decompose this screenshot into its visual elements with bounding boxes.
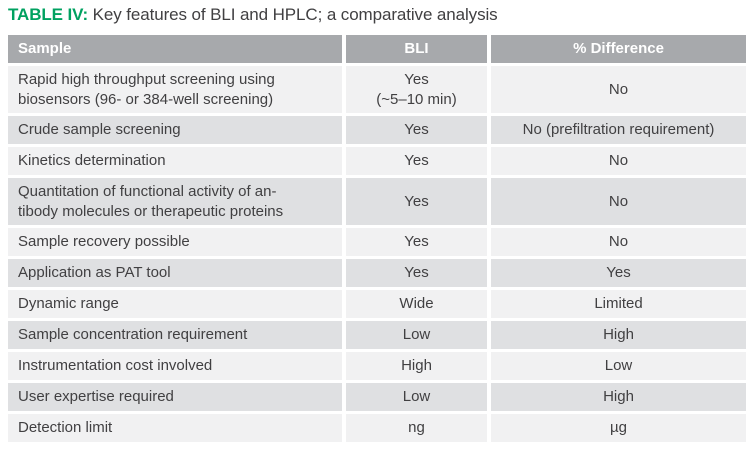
cell-difference-row3: No (491, 147, 746, 175)
cell-difference-row10: High (491, 383, 746, 411)
cell-difference-row1: No (491, 66, 746, 113)
cell-difference-row4: No (491, 178, 746, 225)
cell-difference-row9: Low (491, 352, 746, 380)
cell-bli-row11: ng (346, 414, 487, 442)
figure-title: TABLE IV: Key features of BLI and HPLC; … (8, 5, 746, 25)
cell-bli-row7: Wide (346, 290, 487, 318)
cell-sample-row2: Crude sample screening (8, 116, 342, 144)
cell-difference-row2: No (prefiltration requirement) (491, 116, 746, 144)
column-header-difference: % Difference (491, 35, 746, 63)
cell-difference-row6: Yes (491, 259, 746, 287)
cell-bli-row5: Yes (346, 228, 487, 256)
cell-bli-row9: High (346, 352, 487, 380)
cell-bli-row10: Low (346, 383, 487, 411)
cell-sample-row1: Rapid high throughput screening using bi… (8, 66, 342, 113)
cell-sample-row11: Detection limit (8, 414, 342, 442)
cell-sample-row5: Sample recovery possible (8, 228, 342, 256)
column-header-bli: BLI (346, 35, 487, 63)
cell-difference-row5: No (491, 228, 746, 256)
cell-sample-row3: Kinetics determination (8, 147, 342, 175)
cell-difference-row11: µg (491, 414, 746, 442)
figure-title-label: TABLE IV: (8, 5, 89, 24)
cell-bli-row3: Yes (346, 147, 487, 175)
cell-sample-row8: Sample concentration requirement (8, 321, 342, 349)
cell-sample-row9: Instrumentation cost involved (8, 352, 342, 380)
cell-bli-row1: Yes (~5–10 min) (346, 66, 487, 113)
cell-bli-row4: Yes (346, 178, 487, 225)
cell-difference-row7: Limited (491, 290, 746, 318)
cell-sample-row7: Dynamic range (8, 290, 342, 318)
comparison-table: Sample BLI % Difference Rapid high throu… (8, 35, 746, 442)
cell-sample-row4: Quantitation of functional activity of a… (8, 178, 342, 225)
cell-sample-row6: Application as PAT tool (8, 259, 342, 287)
column-header-sample: Sample (8, 35, 342, 63)
cell-sample-row10: User expertise required (8, 383, 342, 411)
cell-bli-row8: Low (346, 321, 487, 349)
cell-difference-row8: High (491, 321, 746, 349)
figure-title-text: Key features of BLI and HPLC; a comparat… (92, 5, 498, 24)
cell-bli-row6: Yes (346, 259, 487, 287)
cell-bli-row2: Yes (346, 116, 487, 144)
